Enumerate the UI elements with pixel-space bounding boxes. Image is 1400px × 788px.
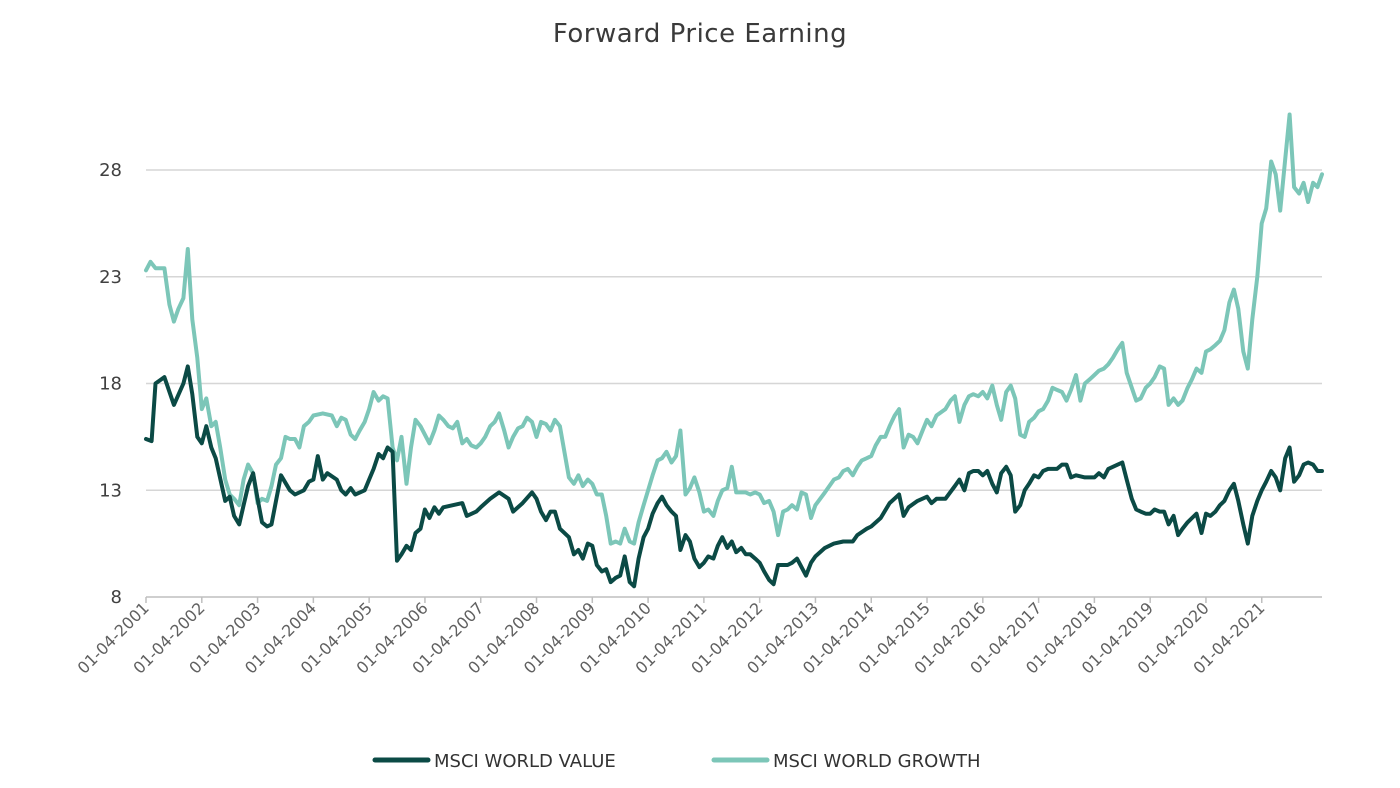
legend-label-value: MSCI WORLD VALUE — [434, 751, 616, 772]
series-line-msci-world-value — [144, 364, 1324, 589]
gridlines — [146, 169, 1322, 598]
y-tick-label: 28 — [99, 160, 122, 181]
y-axis-ticks: 8 13 18 23 28 — [99, 160, 122, 608]
y-tick-label: 18 — [99, 374, 122, 395]
legend: MSCI WORLD VALUE MSCI WORLD GROWTH — [372, 751, 981, 772]
x-axis-ticks: 01-04-200101-04-200201-04-200301-04-2004… — [74, 597, 1269, 678]
legend-label-growth: MSCI WORLD GROWTH — [773, 751, 981, 772]
y-tick-label: 8 — [111, 587, 122, 608]
chart-title: Forward Price Earning — [553, 19, 847, 49]
y-tick-label: 13 — [99, 480, 122, 501]
series-lines — [144, 112, 1324, 589]
y-tick-label: 23 — [99, 267, 122, 288]
series-line-msci-world-growth — [144, 112, 1324, 546]
